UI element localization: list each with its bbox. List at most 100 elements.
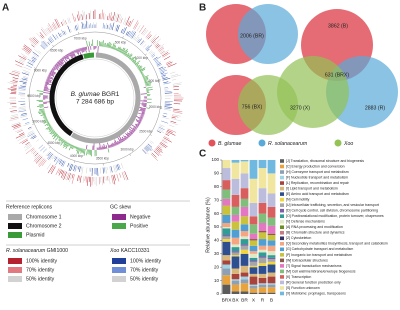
gc-skew — [43, 106, 49, 109]
scale-label: 5500 kbp — [27, 94, 40, 98]
identity-hit — [85, 176, 87, 183]
identity-hit — [49, 37, 53, 43]
gc-skew — [134, 60, 141, 66]
gc-skew — [69, 143, 72, 147]
legend-swatch — [8, 258, 22, 264]
bar-segment — [267, 225, 276, 234]
gc-skew — [38, 109, 45, 112]
legend-swatch — [112, 214, 126, 220]
gc-skew — [109, 43, 112, 49]
identity-hit — [13, 124, 21, 128]
identity-hit — [27, 126, 32, 129]
gc-skew — [123, 135, 127, 140]
gc-skew — [47, 123, 51, 126]
bar-segment — [240, 272, 249, 277]
identity-hit — [64, 20, 67, 25]
identity-hit — [27, 58, 35, 64]
identity-hit — [79, 166, 81, 173]
identity-hit — [156, 147, 163, 153]
identity-hit — [164, 103, 172, 105]
identity-hit — [18, 107, 26, 110]
gc-skew — [52, 131, 56, 135]
gc-skew — [128, 54, 133, 59]
identity-hit — [163, 112, 168, 115]
bar-segment — [267, 257, 276, 260]
scale-tick — [32, 123, 35, 125]
identity-hit — [146, 144, 153, 151]
legend-swatch — [280, 203, 284, 207]
gc-skew — [141, 73, 144, 76]
bar-segment — [267, 245, 276, 252]
gc-skew — [50, 130, 56, 135]
gc-skew — [77, 147, 81, 155]
gc-skew — [45, 80, 52, 84]
legend-label: Xoo — [343, 141, 353, 147]
bar-segment — [222, 239, 231, 242]
identity-hit — [44, 28, 49, 35]
gc-skew — [109, 144, 112, 148]
gc-skew — [66, 53, 69, 57]
identity-hit — [157, 46, 164, 51]
gc-skew — [64, 55, 67, 59]
bar-segment — [240, 188, 249, 199]
identity-hit — [158, 47, 165, 52]
identity-hit — [42, 148, 47, 153]
gc-skew — [104, 42, 106, 47]
gc-skew — [137, 65, 142, 69]
bar-segment — [222, 227, 231, 229]
gc-skew — [43, 92, 51, 94]
bar-segment — [258, 168, 267, 189]
identity-hit — [82, 10, 85, 20]
identity-hit — [11, 85, 17, 88]
identity-hit — [149, 141, 153, 145]
bar-segment — [240, 231, 249, 237]
gc-skew — [46, 121, 50, 124]
identity-hit — [63, 30, 66, 35]
identity-hit — [157, 64, 162, 67]
bar-segment — [222, 284, 231, 294]
identity-hit — [32, 37, 39, 44]
identity-hit — [161, 52, 169, 57]
identity-hit — [167, 63, 172, 67]
bar-segment — [258, 232, 267, 240]
strain: GMI1000 — [47, 248, 68, 254]
gc-skew — [75, 146, 78, 150]
gc-skew — [110, 143, 113, 148]
gc-skew — [60, 58, 64, 62]
identity-hit — [142, 29, 147, 36]
bar-segment — [231, 178, 240, 195]
gc-skew — [103, 43, 105, 47]
identity-hit — [42, 40, 48, 47]
identity-hit — [170, 120, 177, 124]
bar-segment — [249, 284, 258, 286]
identity-hit — [118, 163, 121, 170]
identity-hit — [155, 61, 159, 64]
identity-hit — [173, 85, 179, 88]
scale-tick — [149, 134, 152, 136]
identity-hit — [164, 107, 171, 110]
bar-segment — [267, 235, 276, 241]
gc-skew — [107, 41, 110, 48]
identity-hit — [103, 12, 105, 20]
identity-hit — [109, 23, 112, 30]
gc-skew — [65, 142, 69, 147]
identity-hit — [64, 30, 67, 35]
x-tick-label: BR — [241, 297, 248, 303]
gc-skew — [65, 54, 71, 61]
identity-hit — [30, 133, 36, 137]
identity-hit — [146, 48, 150, 52]
identity-hit — [163, 81, 169, 84]
identity-hit — [160, 69, 168, 73]
bar-segment — [222, 275, 231, 285]
identity-hit — [87, 176, 89, 186]
identity-hit — [31, 148, 35, 152]
bar-segment — [222, 228, 231, 236]
gc-skew — [48, 128, 54, 132]
gc-skew — [126, 133, 131, 137]
identity-hit — [116, 173, 120, 182]
identity-hit — [141, 40, 146, 46]
identity-hit — [87, 21, 89, 29]
identity-hit — [46, 163, 52, 170]
identity-hit — [172, 82, 182, 85]
